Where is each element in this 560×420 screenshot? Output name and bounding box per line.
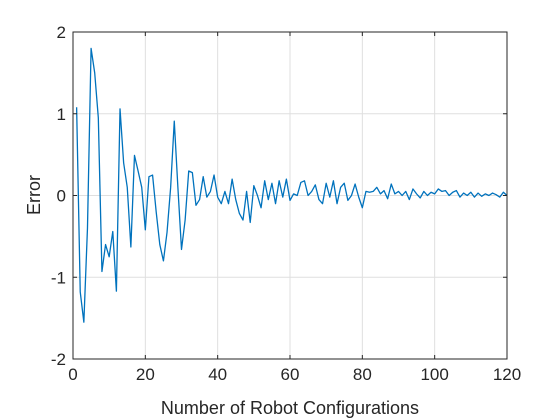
x-axis-label: Number of Robot Configurations [161, 398, 419, 418]
y-tick-label: 2 [57, 23, 66, 42]
y-tick-label: -1 [51, 268, 66, 287]
y-tick-label: 1 [57, 105, 66, 124]
x-tick-label: 20 [136, 365, 155, 384]
x-tick-label: 80 [353, 365, 372, 384]
y-axis-label: Error [24, 175, 44, 215]
x-tick-label: 120 [493, 365, 521, 384]
x-tick-label: 0 [68, 365, 77, 384]
x-tick-label: 40 [208, 365, 227, 384]
y-tick-label: 0 [57, 187, 66, 206]
ticks: 0 20 40 60 80 100 120 -2 -1 0 1 2 [51, 23, 521, 384]
x-tick-label: 100 [420, 365, 448, 384]
y-tick-label: -2 [51, 350, 66, 369]
x-tick-label: 60 [281, 365, 300, 384]
series-line [75, 47, 508, 323]
